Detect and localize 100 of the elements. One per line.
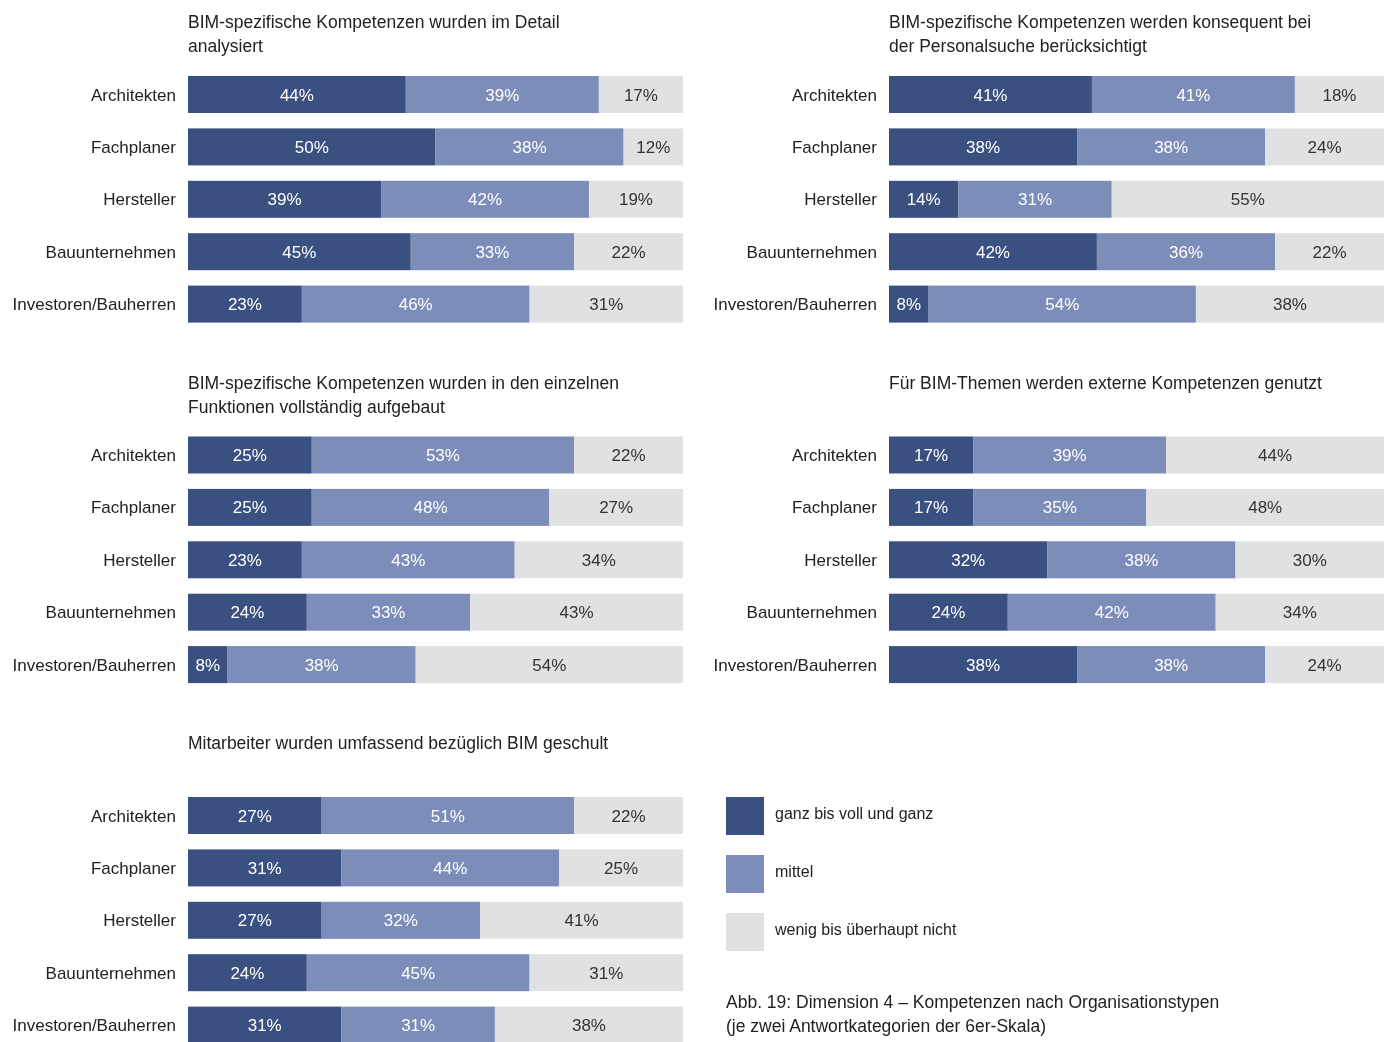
data-label: 24% xyxy=(931,603,966,623)
data-label: 48% xyxy=(413,498,448,518)
bar xyxy=(480,901,683,939)
bar xyxy=(549,488,683,526)
bar xyxy=(311,436,575,474)
y-tick-label: Fachplaner xyxy=(90,137,177,157)
bar xyxy=(415,646,683,684)
legend-label: mittel xyxy=(775,863,814,880)
bar xyxy=(1265,646,1384,684)
data-label: 31% xyxy=(401,1016,436,1036)
bar xyxy=(301,541,515,579)
data-label: 25% xyxy=(604,858,639,878)
bar xyxy=(188,488,312,526)
data-label: 38% xyxy=(966,655,1001,675)
bar xyxy=(1294,76,1384,113)
y-tick-label: Fachplaner xyxy=(791,498,878,518)
chart-title: Für BIM-Themen werden externe Kompetenzen genutzt xyxy=(889,372,1322,393)
y-tick-label: Architekten xyxy=(791,85,877,105)
y-tick-label: Fachplaner xyxy=(791,137,878,157)
bar xyxy=(1007,593,1216,631)
data-label: 24% xyxy=(1307,137,1342,157)
bar xyxy=(188,797,322,834)
bar xyxy=(301,285,530,323)
y-tick-label: Fachplaner xyxy=(90,858,177,878)
data-label: 42% xyxy=(975,242,1010,262)
data-label: 38% xyxy=(966,137,1001,157)
y-tick-label: Fachplaner xyxy=(90,498,177,518)
bar xyxy=(1077,646,1266,684)
data-label: 54% xyxy=(1045,295,1080,315)
bar xyxy=(889,646,1078,684)
data-label: 24% xyxy=(1307,655,1342,675)
bar xyxy=(1047,541,1236,579)
bar xyxy=(529,285,683,323)
bar xyxy=(559,849,683,887)
data-label: 38% xyxy=(512,137,547,157)
bar xyxy=(1235,541,1384,579)
data-label: 51% xyxy=(430,806,465,826)
data-label: 22% xyxy=(611,242,646,262)
bar xyxy=(1146,488,1384,526)
data-label: 55% xyxy=(1230,190,1265,210)
data-label: 17% xyxy=(914,498,949,518)
data-label: 17% xyxy=(623,85,658,105)
y-tick-label: Investoren/Bauherren xyxy=(12,295,176,315)
y-tick-label: Hersteller xyxy=(103,550,177,570)
data-label: 18% xyxy=(1322,85,1357,105)
y-tick-label: Bauunternehmen xyxy=(45,963,176,983)
bar xyxy=(529,954,683,992)
data-label: 36% xyxy=(1168,242,1204,262)
data-label: 38% xyxy=(1154,137,1189,157)
data-label: 27% xyxy=(599,498,634,518)
data-label: 41% xyxy=(1176,85,1211,105)
data-label: 24% xyxy=(230,963,265,983)
data-label: 31% xyxy=(589,963,624,983)
data-label: 39% xyxy=(485,85,520,105)
data-label: 24% xyxy=(230,603,265,623)
chart-title: Mitarbeiter wurden umfassend bezüglich BIM geschult xyxy=(188,733,609,753)
y-tick-label: Hersteller xyxy=(103,190,177,210)
data-label: 44% xyxy=(279,85,314,105)
bar xyxy=(973,436,1167,474)
data-label: 41% xyxy=(564,911,599,931)
data-label: 42% xyxy=(467,190,503,210)
y-tick-label: Architekten xyxy=(90,85,176,105)
data-label: 38% xyxy=(1124,550,1159,570)
bar xyxy=(889,180,959,218)
bar xyxy=(311,488,550,526)
legend-label: ganz bis voll und ganz xyxy=(775,805,934,822)
data-label: 8% xyxy=(896,295,922,315)
bar xyxy=(435,128,624,166)
data-label: 8% xyxy=(195,655,221,675)
bar xyxy=(1166,436,1384,474)
y-tick-label: Bauunternehmen xyxy=(45,603,176,623)
data-label: 25% xyxy=(232,446,267,465)
y-tick-label: Bauunternehmen xyxy=(746,603,877,623)
bar xyxy=(973,488,1147,526)
y-tick-label: Architekten xyxy=(791,446,877,465)
data-label: 43% xyxy=(559,603,594,623)
caption: Abb. 19: Dimension 4 – Kompetenzen nach Organisationstypen xyxy=(726,992,1220,1012)
y-tick-label: Investoren/Bauherren xyxy=(12,655,176,675)
bar xyxy=(889,233,1097,271)
bar xyxy=(188,436,312,474)
bar xyxy=(1265,128,1384,166)
bar xyxy=(410,233,575,271)
data-label: 35% xyxy=(1042,498,1077,518)
chart-title: BIM-spezifische Kompetenzen wurden im Detail analysiert xyxy=(188,12,560,56)
bar xyxy=(889,436,974,474)
data-label: 38% xyxy=(571,1016,606,1036)
bar xyxy=(958,180,1112,218)
data-label: 22% xyxy=(1312,242,1347,262)
bar xyxy=(188,76,406,113)
bar xyxy=(321,797,575,834)
y-tick-label: Hersteller xyxy=(804,190,878,210)
data-label: 31% xyxy=(1018,190,1053,210)
bar xyxy=(889,593,1008,631)
bar xyxy=(588,180,683,218)
bar xyxy=(341,849,560,887)
bar xyxy=(889,541,1048,579)
bar xyxy=(188,233,411,271)
y-tick-label: Investoren/Bauherren xyxy=(713,655,877,675)
data-label: 31% xyxy=(247,1016,282,1036)
data-label: 38% xyxy=(304,655,339,675)
